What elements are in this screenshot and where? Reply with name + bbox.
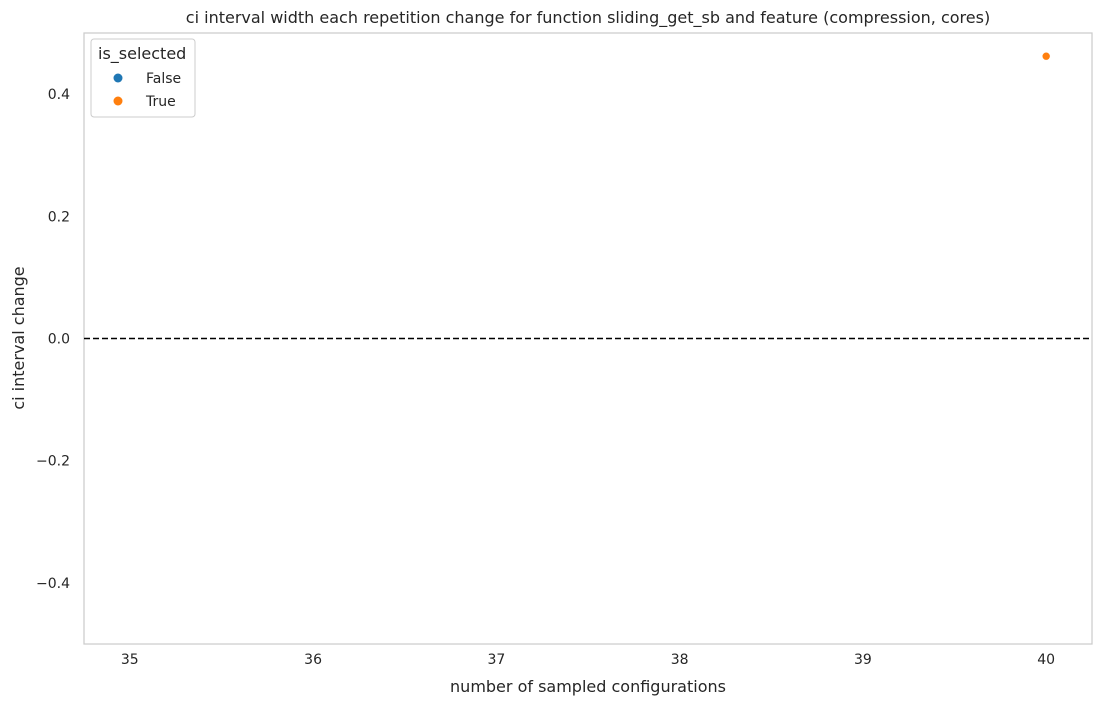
x-tick-label: 36 [304, 652, 322, 668]
chart-title: ci interval width each repetition change… [186, 8, 990, 28]
legend-label-true: True [145, 94, 176, 110]
x-tick-label: 40 [1037, 652, 1055, 668]
y-tick-label: −0.4 [36, 576, 70, 592]
legend-title: is_selected [98, 44, 186, 64]
x-tick-label: 35 [121, 652, 139, 668]
x-axis-ticks: 35 36 37 38 39 40 [121, 652, 1055, 668]
y-tick-label: 0.4 [48, 87, 70, 103]
y-tick-label: 0.2 [48, 209, 70, 225]
data-points [1041, 51, 1051, 61]
legend: is_selected False True [90, 38, 196, 118]
data-point-true [1041, 51, 1051, 61]
legend-marker-true [113, 96, 123, 106]
legend-label-false: False [146, 71, 181, 87]
x-tick-label: 38 [671, 652, 689, 668]
y-axis-label: ci interval change [9, 266, 28, 409]
y-axis-ticks: −0.4 −0.2 0.0 0.2 0.4 [36, 87, 70, 592]
x-tick-label: 39 [854, 652, 872, 668]
y-tick-label: 0.0 [48, 332, 70, 348]
legend-marker-false [113, 73, 123, 83]
x-axis-label: number of sampled configurations [450, 677, 726, 696]
x-tick-label: 37 [487, 652, 505, 668]
y-tick-label: −0.2 [36, 454, 70, 470]
